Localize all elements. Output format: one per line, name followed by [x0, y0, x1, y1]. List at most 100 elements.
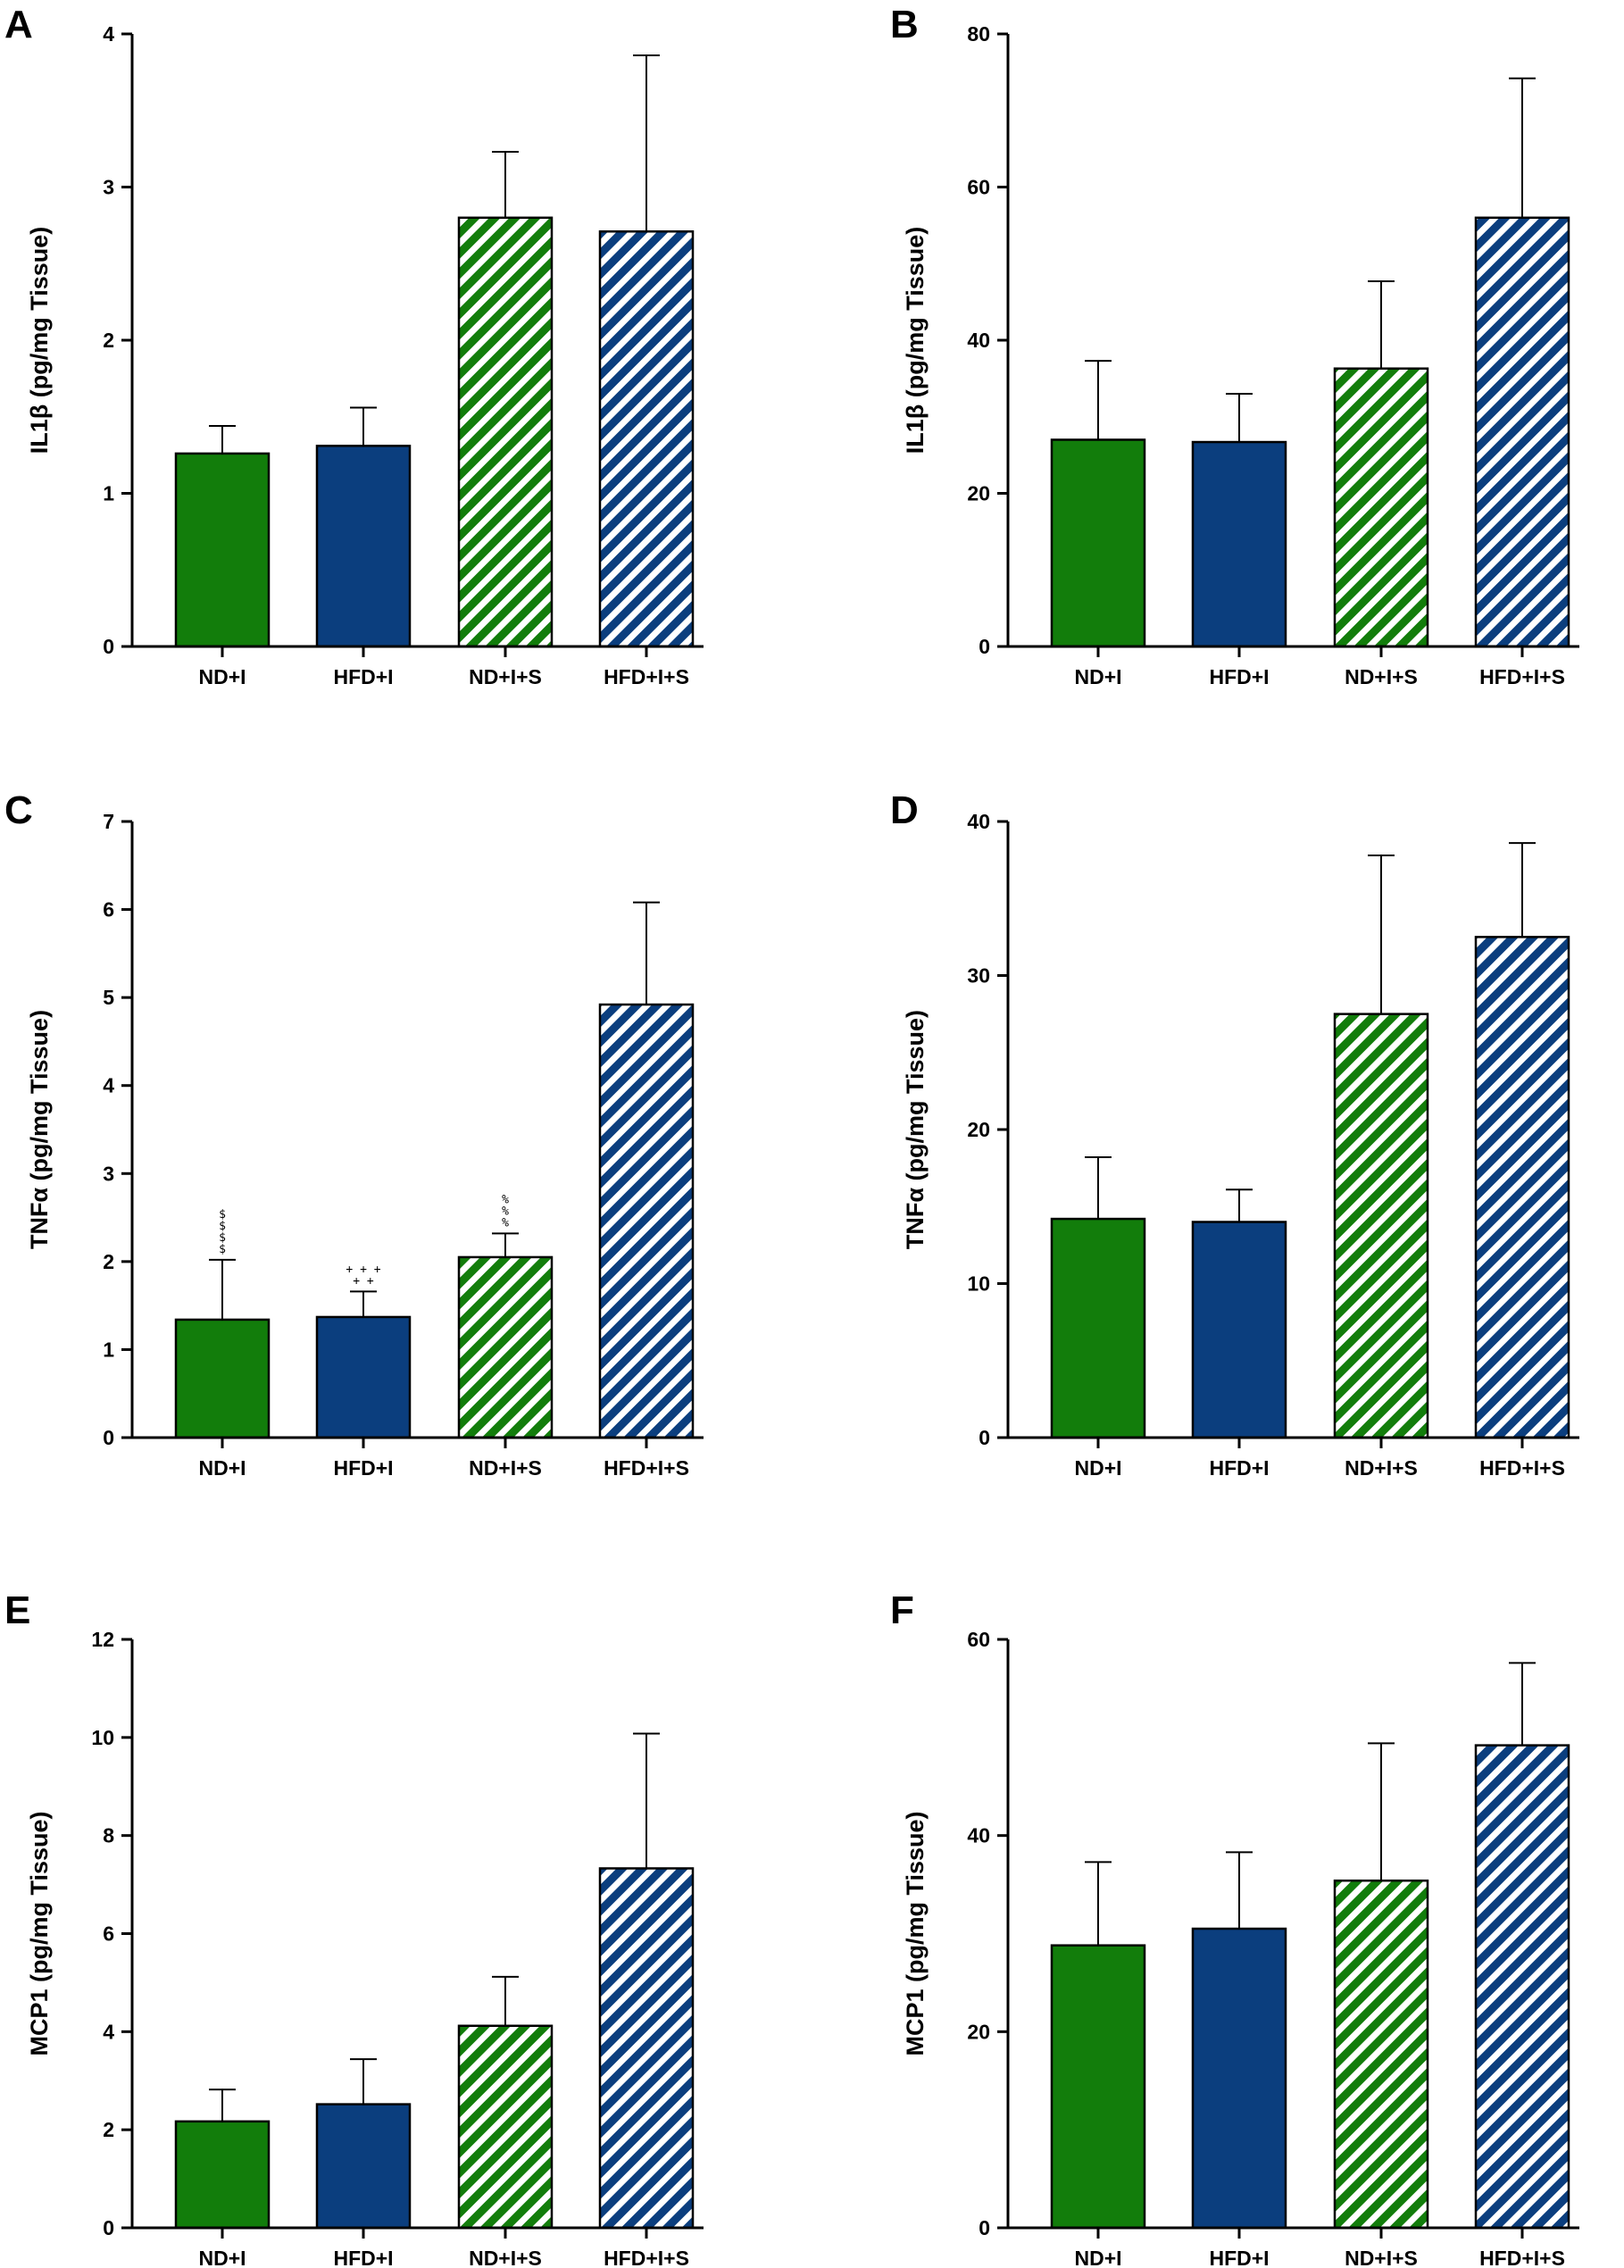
y-tick-label: 0	[979, 635, 990, 658]
panel-letter: D	[890, 788, 919, 832]
y-tick-label: 3	[103, 176, 114, 199]
y-tick-label: 5	[103, 986, 114, 1009]
significance-mark: %	[502, 1205, 509, 1218]
bar-hfd-i-s	[1474, 1744, 1570, 2230]
panel-letter: C	[4, 788, 33, 832]
bar-hfd-i-s	[1474, 936, 1570, 1439]
y-tick-label: 20	[967, 2020, 990, 2043]
significance-mark: + +	[353, 1274, 374, 1288]
bar-hfd-i-s	[598, 1003, 695, 1439]
y-tick-label: 40	[967, 810, 990, 833]
bar-nd-i	[174, 452, 271, 648]
bar-hfd-i	[1191, 1221, 1287, 1439]
x-tick-label: ND+I+S	[469, 1456, 542, 1480]
y-tick-label: 20	[967, 1118, 990, 1141]
significance-mark: %	[502, 1216, 509, 1230]
y-tick-label: 60	[967, 1628, 990, 1651]
x-tick-label: ND+I+S	[1345, 1456, 1418, 1480]
panel-letter: E	[4, 1588, 30, 1632]
y-tick-label: 1	[103, 482, 114, 505]
bar-nd-i-s	[1333, 367, 1429, 648]
y-tick-label: 0	[103, 1426, 114, 1449]
bar-hfd-i	[315, 445, 412, 648]
y-axis-label: MCP1 (pg/mg Tissue)	[902, 1811, 929, 2055]
x-tick-label: HFD+I+S	[604, 665, 689, 688]
bar-nd-i-s	[1333, 1879, 1429, 2230]
x-tick-label: HFD+I+S	[1479, 1456, 1565, 1480]
significance-mark: $	[219, 1208, 226, 1222]
bar-hfd-i	[315, 1315, 412, 1439]
y-tick-label: 1	[103, 1338, 114, 1361]
significance-mark: $	[219, 1243, 226, 1256]
bar-nd-i-s	[457, 1255, 554, 1439]
y-tick-label: 60	[967, 176, 990, 199]
y-tick-label: 2	[103, 1250, 114, 1273]
significance-mark: %	[502, 1193, 509, 1206]
bar-nd-i	[1050, 1944, 1146, 2230]
y-tick-label: 12	[91, 1628, 114, 1651]
x-tick-label: ND+I+S	[1345, 665, 1418, 688]
y-tick-label: 40	[967, 1824, 990, 1847]
x-tick-label: HFD+I	[1209, 2247, 1269, 2268]
y-tick-label: 6	[103, 1922, 114, 1946]
significance-mark: $	[219, 1231, 226, 1245]
y-tick-label: 2	[103, 2118, 114, 2141]
y-axis-label: MCP1 (pg/mg Tissue)	[26, 1811, 53, 2055]
chart-panel-d: D TNFα (pg/mg Tissue) 0 10 20 30 40 ND+I HFD+I ND…	[890, 788, 1579, 1480]
bar-nd-i	[174, 2120, 271, 2230]
bar-hfd-i-s	[598, 1867, 695, 2230]
bar-nd-i-s	[1333, 1013, 1429, 1439]
y-axis-label: TNFα (pg/mg Tissue)	[902, 1010, 929, 1249]
bar-hfd-i	[315, 2103, 412, 2230]
significance-mark: + + +	[346, 1263, 380, 1276]
y-tick-label: 0	[979, 2216, 990, 2239]
chart-panel-a: A IL1β (pg/mg Tissue) 0 1 2 3 4 ND+I HFD+I ND+I+S…	[4, 3, 704, 688]
y-tick-label: 2	[103, 329, 114, 352]
bar-hfd-i-s	[1474, 216, 1570, 648]
y-tick-label: 0	[103, 2216, 114, 2239]
chart-panel-f: F MCP1 (pg/mg Tissue) 0 20 40 60 ND+I HFD+I ND+I…	[890, 1588, 1579, 2268]
x-tick-label: HFD+I+S	[1479, 665, 1565, 688]
y-tick-label: 4	[103, 1074, 114, 1097]
x-tick-label: HFD+I+S	[604, 1456, 689, 1480]
y-tick-label: 20	[967, 482, 990, 505]
y-axis-label: TNFα (pg/mg Tissue)	[26, 1010, 53, 1249]
y-tick-label: 4	[103, 22, 114, 46]
panel-letter: A	[4, 3, 33, 46]
x-tick-label: ND+I+S	[469, 2247, 542, 2268]
bar-nd-i	[1050, 1217, 1146, 1439]
bar-nd-i-s	[457, 2024, 554, 2230]
x-tick-label: ND+I+S	[469, 665, 542, 688]
bar-hfd-i	[1191, 1927, 1287, 2230]
x-tick-label: HFD+I+S	[1479, 2247, 1565, 2268]
x-tick-label: ND+I	[198, 2247, 246, 2268]
bar-nd-i	[174, 1318, 271, 1439]
y-tick-label: 40	[967, 329, 990, 352]
y-axis-label: IL1β (pg/mg Tissue)	[902, 227, 929, 454]
y-tick-label: 3	[103, 1162, 114, 1185]
x-tick-label: HFD+I	[1209, 1456, 1269, 1480]
x-tick-label: ND+I	[1074, 665, 1121, 688]
y-tick-label: 10	[91, 1726, 114, 1749]
x-tick-label: ND+I	[1074, 1456, 1121, 1480]
x-tick-label: ND+I	[198, 1456, 246, 1480]
x-tick-label: ND+I	[1074, 2247, 1121, 2268]
y-tick-label: 7	[103, 810, 114, 833]
y-tick-label: 6	[103, 898, 114, 921]
y-tick-label: 8	[103, 1824, 114, 1847]
chart-panel-c: C TNFα (pg/mg Tissue) 0 1 2 3 4 5 6 7 ND+I HFD+I ND+…	[4, 788, 704, 1480]
bar-nd-i-s	[457, 216, 554, 648]
significance-mark: $	[219, 1220, 226, 1233]
y-tick-label: 4	[103, 2020, 114, 2043]
chart-panel-e: E MCP1 (pg/mg Tissue) 0 2 4 6 8 10 12 ND+I HFD+I ND…	[4, 1588, 704, 2268]
x-tick-label: HFD+I	[333, 1456, 393, 1480]
y-tick-label: 10	[967, 1272, 990, 1296]
y-tick-label: 30	[967, 964, 990, 988]
x-tick-label: HFD+I+S	[604, 2247, 689, 2268]
x-tick-label: ND+I	[198, 665, 246, 688]
y-tick-label: 0	[979, 1426, 990, 1449]
x-tick-label: HFD+I	[1209, 665, 1269, 688]
bar-nd-i	[1050, 438, 1146, 648]
x-tick-label: HFD+I	[333, 2247, 393, 2268]
